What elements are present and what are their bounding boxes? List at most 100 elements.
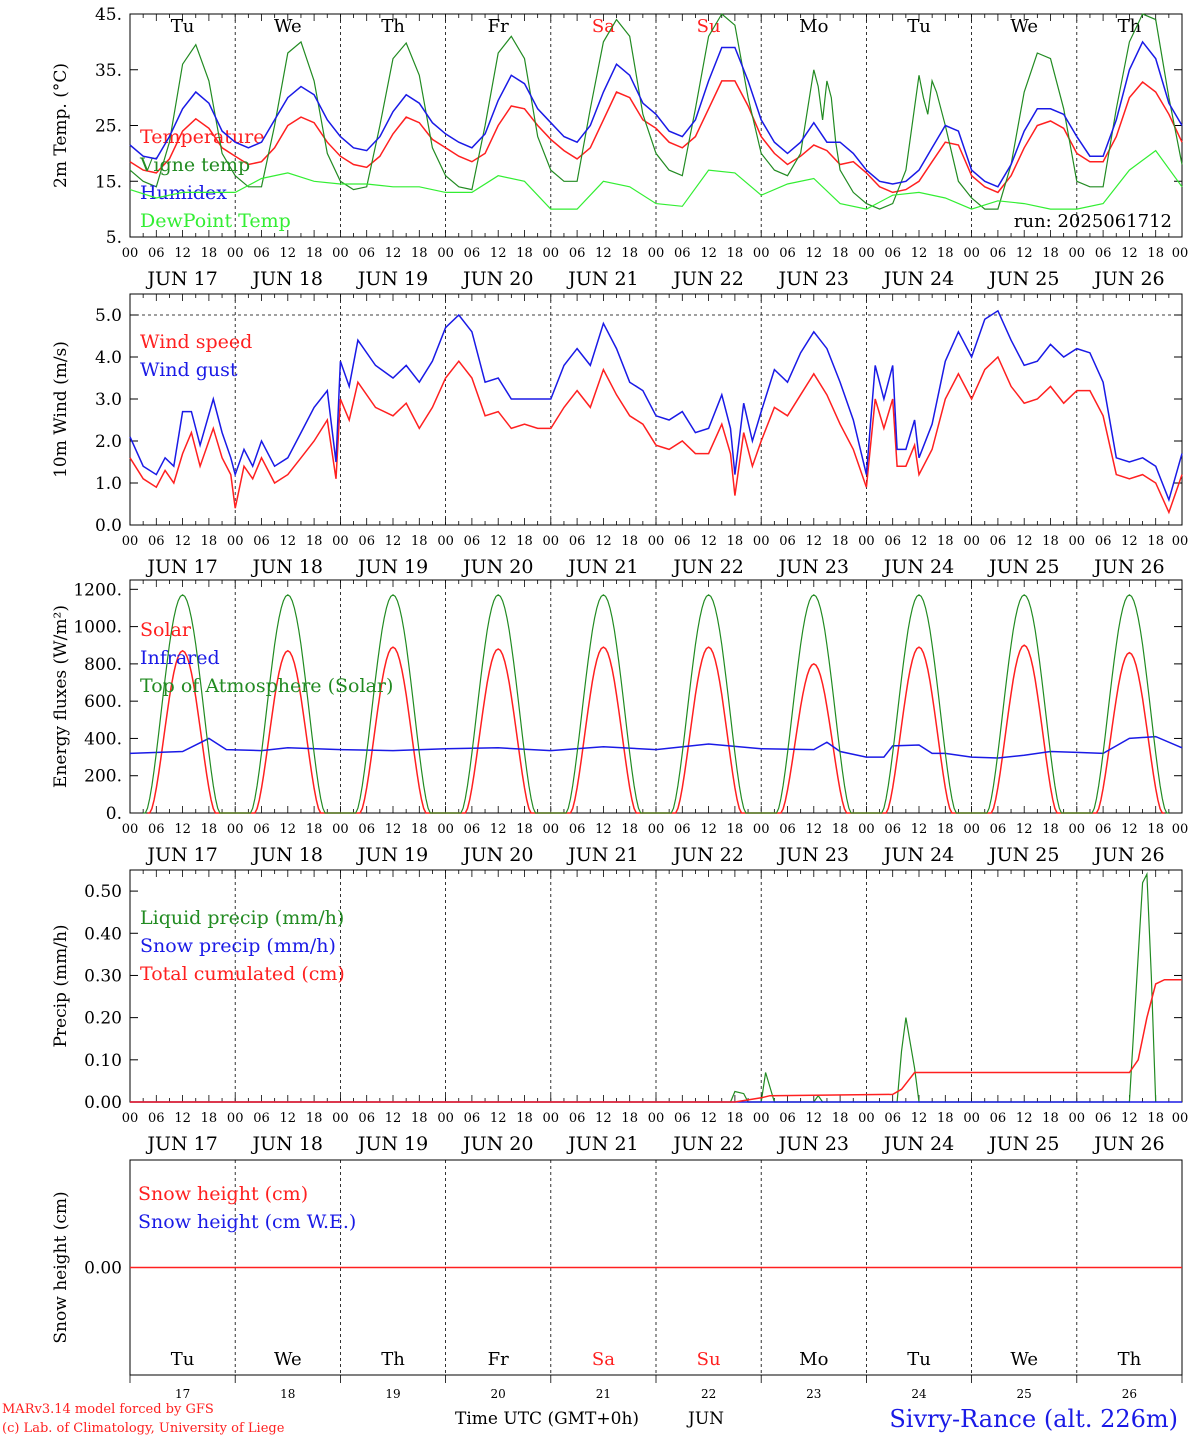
hour-tick-label: 12 <box>385 534 402 549</box>
hour-tick-label: 06 <box>358 246 375 261</box>
date-label: JUN 23 <box>777 844 849 866</box>
hour-tick-label: 12 <box>1016 534 1033 549</box>
date-label: JUN 24 <box>882 1133 954 1155</box>
y-tick-label: 0.0 <box>95 516 122 536</box>
hour-tick-label: 12 <box>595 534 612 549</box>
y-tick-label: 45. <box>95 5 122 25</box>
date-label: JUN 17 <box>145 556 217 578</box>
y-tick-label: 0.10 <box>84 1051 122 1071</box>
hour-tick-label: 18 <box>1042 246 1059 261</box>
hour-tick-label: 00 <box>1069 246 1086 261</box>
hour-tick-label: 12 <box>1016 1111 1033 1126</box>
hour-tick-label: 00 <box>543 534 560 549</box>
date-label: JUN 25 <box>987 268 1059 290</box>
date-label: JUN 17 <box>145 844 217 866</box>
hour-tick-label: 06 <box>1095 1111 1112 1126</box>
hour-tick-label: 18 <box>516 822 533 837</box>
hour-tick-label: 06 <box>253 246 270 261</box>
hour-tick-label: 12 <box>806 534 823 549</box>
hour-tick-label: 18 <box>516 534 533 549</box>
chart-panel-4: 0.50 0.40 0.30 0.20 0.10 0.00 Precip (mm/h) 00 0… <box>51 869 1189 1155</box>
hour-tick-label: 12 <box>174 246 191 261</box>
hour-tick-label: 06 <box>148 534 165 549</box>
hour-tick-label: 18 <box>201 1111 218 1126</box>
hour-tick-label: 00 <box>648 822 665 837</box>
hour-tick-label: 06 <box>253 534 270 549</box>
hour-tick-label: 00 <box>1172 246 1189 261</box>
date-label: JUN 21 <box>566 1133 638 1155</box>
hour-tick-label: 00 <box>753 246 770 261</box>
hour-tick-label: 12 <box>174 822 191 837</box>
hour-tick-label: 06 <box>358 1111 375 1126</box>
hour-tick-label: 00 <box>963 822 980 837</box>
weekday-label: We <box>274 1349 302 1370</box>
y-tick-label: 0.00 <box>84 1093 122 1113</box>
date-label: JUN 20 <box>461 844 533 866</box>
date-label: JUN 21 <box>566 268 638 290</box>
hour-tick-label: 12 <box>911 534 928 549</box>
hour-tick-label: 12 <box>174 534 191 549</box>
hour-tick-label: 12 <box>490 246 507 261</box>
hour-tick-label: 18 <box>516 1111 533 1126</box>
hour-tick-label: 00 <box>1172 1111 1189 1126</box>
series-line-wind-speed <box>129 355 1183 515</box>
weekday-label: Mo <box>799 16 828 37</box>
hour-tick-label: 00 <box>963 246 980 261</box>
hour-tick-label: 18 <box>621 822 638 837</box>
series-line-humidex <box>129 40 1183 188</box>
weekday-label: Tu <box>171 16 195 37</box>
date-label: JUN 23 <box>777 1133 849 1155</box>
day-number-label: 20 <box>491 1387 506 1401</box>
hour-tick-label: 06 <box>358 534 375 549</box>
hour-tick-label: 18 <box>1147 822 1164 837</box>
weekday-label: Fr <box>488 16 509 37</box>
hour-tick-label: 06 <box>674 246 691 261</box>
hour-tick-label: 06 <box>779 1111 796 1126</box>
hour-tick-label: 06 <box>358 822 375 837</box>
date-label: JUN 22 <box>671 556 743 578</box>
weekday-label: We <box>1010 1349 1038 1370</box>
hour-tick-label: 18 <box>621 246 638 261</box>
day-number-label: 26 <box>1122 1387 1137 1401</box>
legend-label: Liquid precip (mm/h) <box>140 907 344 929</box>
y-tick-label: 1200. <box>73 580 122 600</box>
hour-tick-label: 00 <box>1172 534 1189 549</box>
hour-tick-label: 18 <box>621 534 638 549</box>
hour-tick-label: 06 <box>148 1111 165 1126</box>
hour-tick-label: 12 <box>700 246 717 261</box>
hour-tick-label: 06 <box>464 246 481 261</box>
hour-tick-label: 12 <box>911 1111 928 1126</box>
hour-tick-label: 06 <box>569 1111 586 1126</box>
hour-tick-label: 18 <box>411 534 428 549</box>
legend-label: Solar <box>140 619 192 641</box>
y-axis-label: Snow height (cm) <box>51 1191 71 1343</box>
hour-tick-label: 12 <box>385 246 402 261</box>
chart-panel-3: 1200. 1000. 800. 600. 400. 200. 0. Energy fluxe… <box>51 579 1188 866</box>
hour-tick-label: 06 <box>464 1111 481 1126</box>
date-label: JUN 26 <box>1092 556 1164 578</box>
day-number-label: 21 <box>596 1387 611 1401</box>
hour-tick-label: 06 <box>674 534 691 549</box>
hour-tick-label: 18 <box>832 534 849 549</box>
series-line-infrared <box>129 735 1183 759</box>
hour-tick-label: 12 <box>1121 534 1138 549</box>
y-axis-label: 2m Temp. (°C) <box>51 63 71 188</box>
hour-tick-label: 12 <box>490 534 507 549</box>
hour-tick-label: 00 <box>227 1111 244 1126</box>
date-label: JUN 22 <box>671 844 743 866</box>
date-label: JUN 17 <box>145 1133 217 1155</box>
day-number-label: 19 <box>385 1387 400 1401</box>
date-label: JUN 26 <box>1092 268 1164 290</box>
hour-tick-label: 18 <box>306 1111 323 1126</box>
date-label: JUN 26 <box>1092 1133 1164 1155</box>
hour-tick-label: 18 <box>832 1111 849 1126</box>
series-line-wind-gust <box>129 309 1183 503</box>
legend-label: Wind speed <box>140 331 252 353</box>
date-label: JUN 25 <box>987 844 1059 866</box>
date-label: JUN 23 <box>777 268 849 290</box>
hour-tick-label: 06 <box>148 246 165 261</box>
date-label: JUN 25 <box>987 1133 1059 1155</box>
y-tick-label: 400. <box>84 729 122 749</box>
weekday-label: Sa <box>592 1349 615 1370</box>
